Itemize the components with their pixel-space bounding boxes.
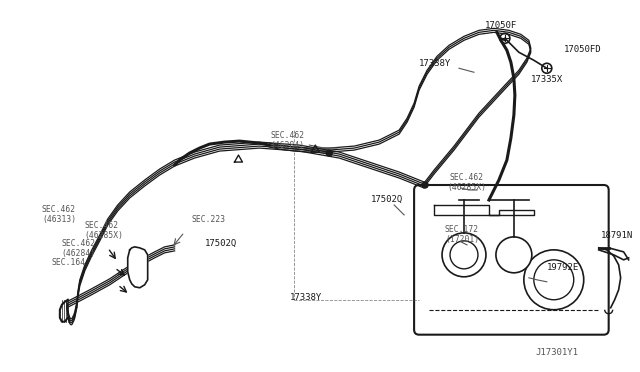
Text: SEC.223: SEC.223 xyxy=(191,215,226,224)
Circle shape xyxy=(422,182,428,188)
Circle shape xyxy=(450,241,478,269)
Circle shape xyxy=(442,233,486,277)
Text: SEC.462: SEC.462 xyxy=(450,173,484,182)
Text: 17050F: 17050F xyxy=(484,21,517,31)
Text: (46284): (46284) xyxy=(270,141,305,150)
Text: SEC.172: SEC.172 xyxy=(445,225,479,234)
Text: J17301Y1: J17301Y1 xyxy=(536,347,579,357)
Text: (46285X): (46285X) xyxy=(447,183,486,192)
Text: SEC.164: SEC.164 xyxy=(52,258,86,267)
Text: 19792E: 19792E xyxy=(547,263,579,272)
Text: (46285X): (46285X) xyxy=(85,231,124,240)
Text: 17338Y: 17338Y xyxy=(289,293,322,302)
Text: (17201): (17201) xyxy=(445,235,479,244)
Text: (46313): (46313) xyxy=(42,215,76,224)
Text: 17335X: 17335X xyxy=(531,75,563,84)
Text: 17338Y: 17338Y xyxy=(419,59,451,68)
Text: 17502Q: 17502Q xyxy=(371,195,403,204)
Text: SEC.462: SEC.462 xyxy=(85,221,119,230)
Text: (46284): (46284) xyxy=(62,249,96,258)
Circle shape xyxy=(496,237,532,273)
Text: SEC.462: SEC.462 xyxy=(270,131,305,140)
Polygon shape xyxy=(128,247,148,288)
Text: 17050FD: 17050FD xyxy=(564,45,602,54)
Text: SEC.462: SEC.462 xyxy=(42,205,76,214)
Circle shape xyxy=(542,63,552,73)
Text: SEC.462: SEC.462 xyxy=(62,239,96,248)
Circle shape xyxy=(534,260,573,300)
Circle shape xyxy=(500,33,510,43)
Text: 18791N: 18791N xyxy=(601,231,633,240)
Text: 17502Q: 17502Q xyxy=(205,239,237,248)
Circle shape xyxy=(524,250,584,310)
Circle shape xyxy=(326,150,332,156)
FancyBboxPatch shape xyxy=(414,185,609,335)
